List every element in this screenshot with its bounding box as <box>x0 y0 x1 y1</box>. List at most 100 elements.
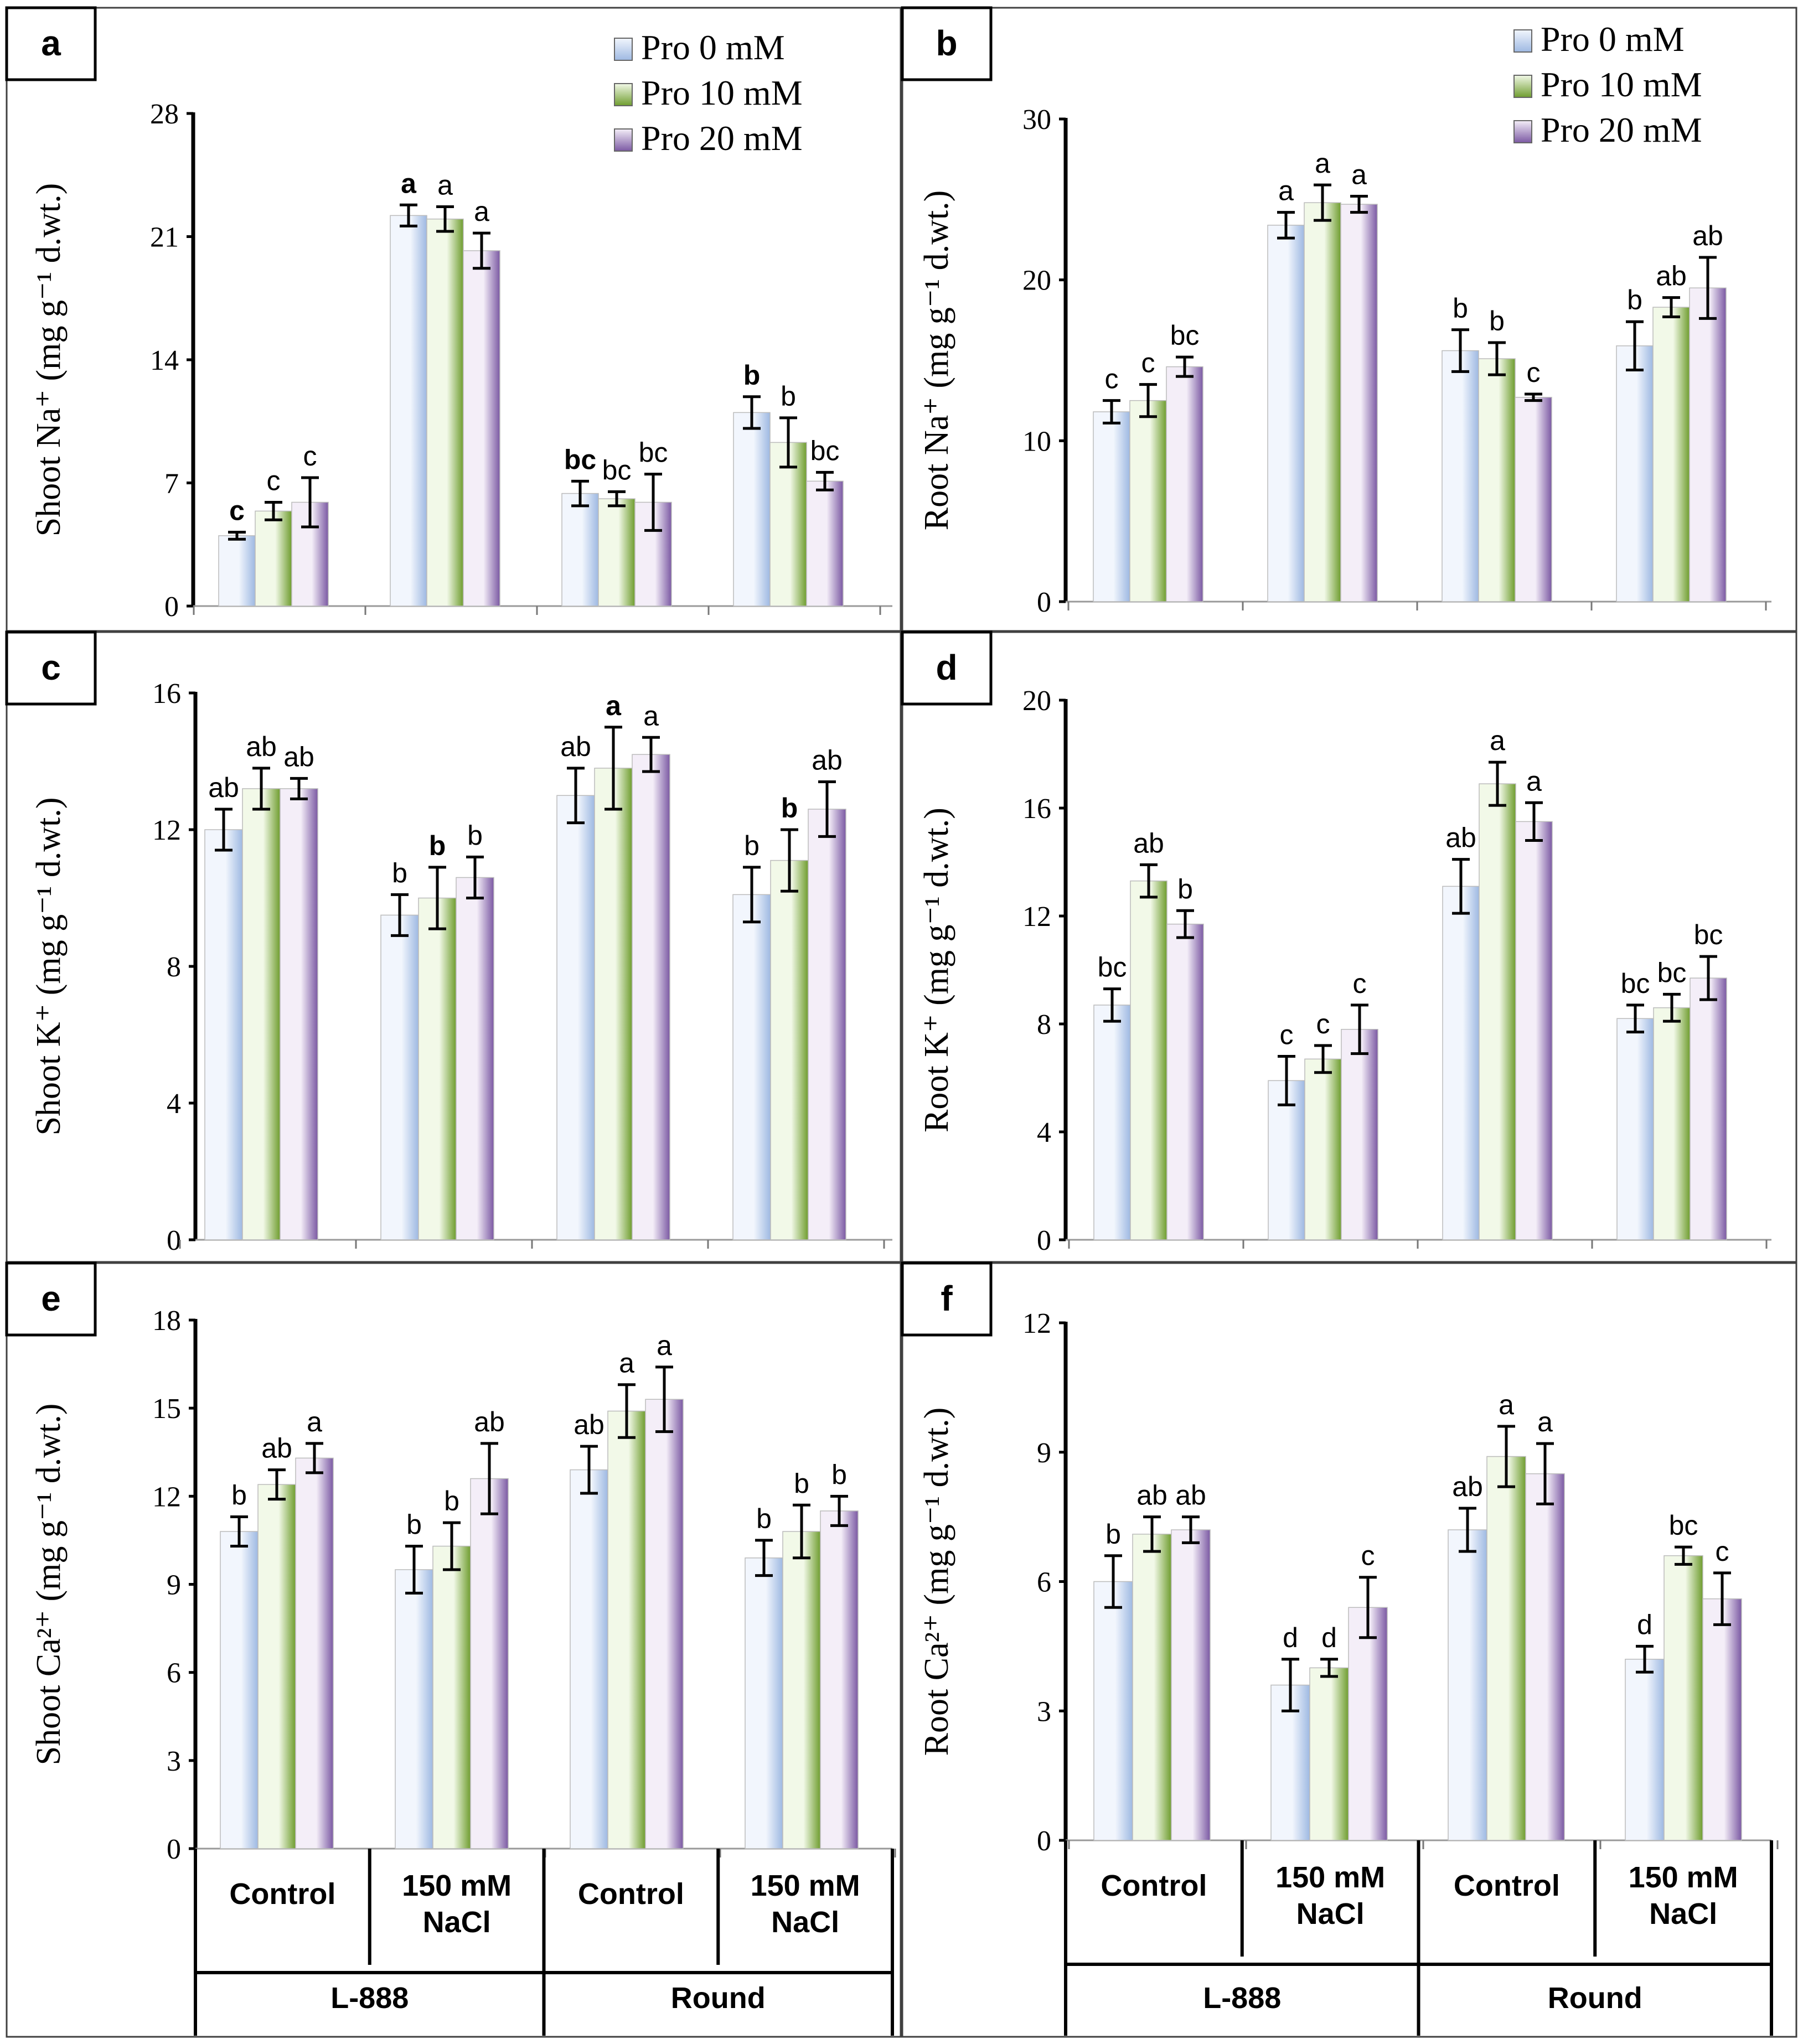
panel-letter: a <box>41 23 61 63</box>
significance-label: c <box>1141 348 1155 379</box>
bar <box>1616 1018 1654 1240</box>
legend-label: Pro 0 mM <box>1541 19 1685 59</box>
bar <box>594 768 633 1240</box>
significance-label: ab <box>246 731 277 762</box>
bar <box>632 754 670 1240</box>
y-tick-label: 0 <box>1037 587 1051 618</box>
legend-label: Pro 20 mM <box>1541 110 1702 149</box>
significance-label: a <box>619 1348 634 1379</box>
legend-swatch <box>614 128 633 152</box>
y-tick-label: 4 <box>167 1088 181 1120</box>
genotype-label: Round <box>671 1981 766 2015</box>
treatment-label: 150 mM <box>751 1869 860 1902</box>
significance-label: b <box>231 1479 247 1510</box>
bar <box>463 250 500 607</box>
treatment-label: NaCl <box>1649 1897 1717 1931</box>
y-tick-label: 6 <box>167 1658 181 1689</box>
significance-label: c <box>1353 968 1367 999</box>
y-tick-label: 16 <box>1022 793 1051 825</box>
significance-label: b <box>444 1486 459 1517</box>
y-tick-label: 4 <box>1037 1117 1051 1148</box>
bar <box>1132 1534 1172 1841</box>
significance-label: ab <box>560 731 591 762</box>
bar <box>1525 1473 1565 1841</box>
treatment-label: NaCl <box>771 1906 839 1939</box>
bar <box>1093 1581 1133 1841</box>
legend-label: Pro 10 mM <box>1541 65 1702 104</box>
bar <box>1309 1667 1349 1841</box>
bar <box>732 894 771 1240</box>
significance-label: ab <box>261 1433 292 1464</box>
genotype-label: Round <box>1548 1981 1642 2015</box>
panel-letter: b <box>936 23 957 63</box>
bar <box>1348 1607 1388 1841</box>
bar <box>645 1399 684 1849</box>
significance-label: a <box>1315 148 1330 179</box>
significance-label: b <box>744 830 760 861</box>
treatment-label: 150 mM <box>1629 1861 1738 1894</box>
significance-label: d <box>1283 1622 1298 1653</box>
bar <box>598 498 636 607</box>
bar <box>1304 1058 1342 1240</box>
panel-letter-box <box>901 6 993 81</box>
significance-label: b <box>1177 873 1193 904</box>
bar <box>1616 345 1654 602</box>
bar <box>556 795 595 1240</box>
significance-label: b <box>781 381 796 412</box>
panel-letter-box <box>5 630 97 706</box>
y-tick-label: 0 <box>167 1225 181 1256</box>
significance-label: ab <box>1692 220 1723 251</box>
significance-label: a <box>437 169 453 200</box>
significance-label: c <box>1527 357 1541 388</box>
significance-label: c <box>1361 1540 1375 1571</box>
legend-swatch <box>614 83 633 106</box>
legend-label: Pro 20 mM <box>641 118 803 158</box>
significance-label: b <box>392 857 407 888</box>
treatment-label: NaCl <box>1296 1897 1365 1931</box>
significance-label: a <box>307 1406 322 1437</box>
panel-letter-box <box>5 6 97 81</box>
panel-letter: e <box>41 1279 61 1318</box>
bar <box>395 1569 433 1849</box>
y-tick-label: 6 <box>1037 1567 1051 1598</box>
significance-label: bc <box>1170 320 1200 351</box>
significance-label: bc <box>564 444 596 475</box>
significance-label: ab <box>1136 1480 1167 1511</box>
y-axis-label: Shoot Na⁺ (mg g⁻¹ d.wt.) <box>30 183 68 537</box>
y-tick-label: 0 <box>1037 1225 1051 1256</box>
bar <box>390 215 427 607</box>
y-tick-label: 30 <box>1022 104 1051 136</box>
significance-label: b <box>467 820 483 851</box>
panel-letter-box <box>5 1261 97 1337</box>
treatment-label: Control <box>229 1877 335 1911</box>
panel-border <box>6 631 902 1263</box>
significance-label: ab <box>1133 827 1164 858</box>
bar <box>607 1410 646 1849</box>
category-table: Control 150 mM NaCl Control 150 mM NaCl L-888 R… <box>194 1849 894 2036</box>
legend-swatch <box>1513 29 1532 53</box>
y-tick-label: 12 <box>152 815 181 846</box>
significance-label: a <box>1499 1389 1514 1420</box>
significance-label: ab <box>283 741 314 772</box>
bar <box>1663 1555 1703 1841</box>
y-tick-label: 7 <box>164 468 179 500</box>
y-tick-label: 21 <box>150 222 179 253</box>
legend-label: Pro 0 mM <box>641 28 785 67</box>
bar <box>1093 1005 1131 1240</box>
genotype-label: L-888 <box>1203 1981 1281 2015</box>
bar <box>733 412 771 607</box>
y-tick-label: 8 <box>167 951 181 983</box>
significance-label: a <box>1351 159 1367 190</box>
y-tick-label: 10 <box>1022 426 1051 457</box>
bar <box>456 877 494 1240</box>
significance-label: ab <box>1452 1471 1483 1502</box>
significance-label: ab <box>812 745 843 776</box>
y-axis-label: Root Na⁺ (mg g⁻¹ d.wt.) <box>918 190 955 530</box>
bar <box>1653 1007 1691 1240</box>
significance-label: bc <box>639 437 668 468</box>
bar <box>806 480 844 607</box>
